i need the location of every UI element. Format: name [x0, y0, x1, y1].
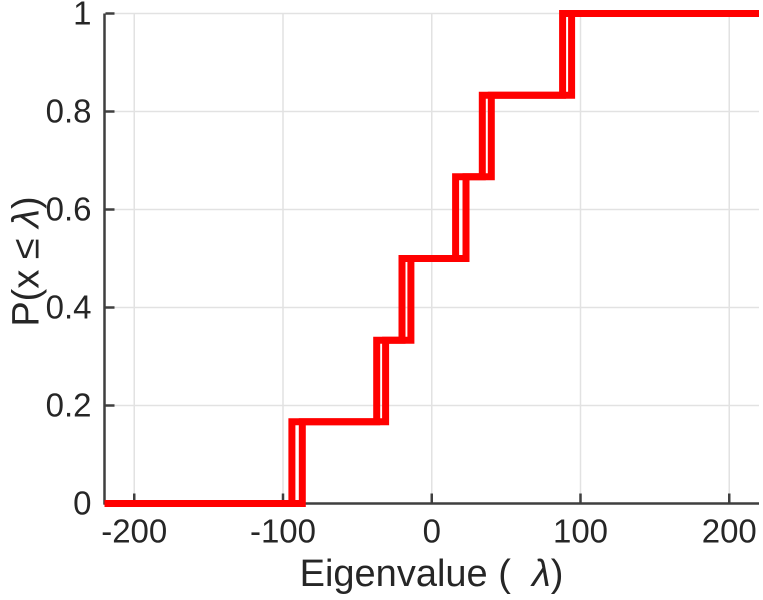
x-axis-label: Eigenvalue ( λ) — [104, 553, 759, 596]
x-tick-label: 200 — [702, 513, 757, 550]
y-tick-label: 0.2 — [46, 387, 92, 424]
y-tick-label: 1 — [73, 0, 91, 32]
lambda-symbol: λ — [5, 208, 48, 228]
y-tick-label: 0.4 — [46, 289, 92, 326]
x-tick-label: 0 — [423, 513, 441, 550]
x-axis-label-close: ) — [550, 553, 564, 595]
y-tick-label: 0 — [73, 485, 91, 522]
x-tick-label: -100 — [250, 513, 316, 550]
y-axis-label: P(x ≤ λ) — [6, 132, 49, 392]
y-tick-label: 0.6 — [46, 191, 92, 228]
y-axis-label-close: ) — [5, 196, 48, 209]
x-axis-label-text: Eigenvalue ( — [299, 553, 532, 595]
lambda-symbol: λ — [532, 553, 551, 595]
x-tick-label: 100 — [553, 513, 608, 550]
y-tick-label: 0.8 — [46, 93, 92, 130]
y-axis-label-text: P(x ≤ — [5, 227, 48, 327]
ecdf-curve-ecdf-right — [104, 10, 759, 507]
x-tick-label: -200 — [101, 513, 167, 550]
